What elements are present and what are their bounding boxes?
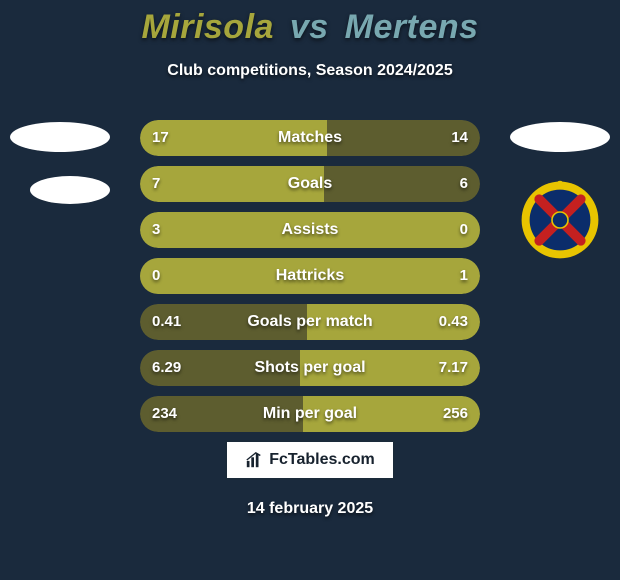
stats-rows: 1714Matches 76Goals 30Assists 01Hattricks 0.… bbox=[140, 120, 480, 442]
player1-badge-2 bbox=[30, 176, 110, 204]
comparison-infographic: Mirisola vs Mertens Club competitions, S… bbox=[0, 0, 620, 580]
stat-row: 30Assists bbox=[140, 212, 480, 248]
vs-label: vs bbox=[290, 8, 329, 46]
stat-label: Matches bbox=[140, 120, 480, 156]
player2-name: Mertens bbox=[345, 8, 479, 46]
stat-row: 1714Matches bbox=[140, 120, 480, 156]
chart-icon bbox=[245, 451, 263, 469]
date-label: 14 february 2025 bbox=[0, 500, 620, 518]
brand-text: FcTables.com bbox=[269, 451, 375, 469]
stat-row: 01Hattricks bbox=[140, 258, 480, 294]
stat-label: Goals bbox=[140, 166, 480, 202]
player2-club-crest bbox=[520, 180, 600, 260]
stat-label: Hattricks bbox=[140, 258, 480, 294]
brand-badge: FcTables.com bbox=[225, 440, 395, 480]
player2-badge-1 bbox=[510, 122, 610, 152]
stat-row: 76Goals bbox=[140, 166, 480, 202]
player1-name: Mirisola bbox=[141, 8, 273, 46]
stat-row: 234256Min per goal bbox=[140, 396, 480, 432]
stat-label: Goals per match bbox=[140, 304, 480, 340]
player1-badge-1 bbox=[10, 122, 110, 152]
stat-row: 0.410.43Goals per match bbox=[140, 304, 480, 340]
stat-row: 6.297.17Shots per goal bbox=[140, 350, 480, 386]
title: Mirisola vs Mertens bbox=[0, 8, 620, 47]
stat-label: Shots per goal bbox=[140, 350, 480, 386]
subtitle: Club competitions, Season 2024/2025 bbox=[0, 62, 620, 80]
stat-label: Assists bbox=[140, 212, 480, 248]
stat-label: Min per goal bbox=[140, 396, 480, 432]
